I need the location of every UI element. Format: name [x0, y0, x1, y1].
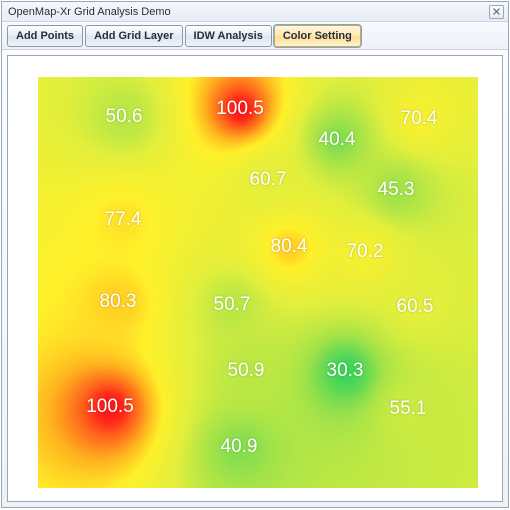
add-grid-layer-button[interactable]: Add Grid Layer: [85, 25, 182, 47]
value-label: 77.4: [105, 209, 142, 231]
toolbar: Add Points Add Grid Layer IDW Analysis C…: [2, 22, 508, 50]
idw-analysis-button[interactable]: IDW Analysis: [185, 25, 272, 47]
value-label: 50.6: [106, 106, 143, 128]
value-labels-layer: 50.6 100.5 40.4 70.4 60.7 45.3 77.4 80.4 70.2 80.…: [38, 77, 478, 488]
value-label: 40.4: [319, 129, 356, 151]
heatmap-layer: 50.6 100.5 40.4 70.4 60.7 45.3 77.4 80.4 70.2 80.…: [38, 77, 478, 488]
value-label: 40.9: [221, 436, 258, 458]
value-label: 80.4: [271, 236, 308, 258]
value-label: 80.3: [100, 291, 137, 313]
titlebar: OpenMap-Xr Grid Analysis Demo: [2, 2, 508, 22]
close-icon: [493, 8, 500, 15]
value-label: 60.7: [250, 169, 287, 191]
value-label: 50.7: [214, 294, 251, 316]
app-window: OpenMap-Xr Grid Analysis Demo Add Points…: [1, 1, 509, 508]
value-label: 60.5: [397, 296, 434, 318]
value-label: 70.2: [347, 241, 384, 263]
value-label: 100.5: [86, 396, 134, 418]
value-label: 55.1: [390, 398, 427, 420]
map-viewport[interactable]: 50.6 100.5 40.4 70.4 60.7 45.3 77.4 80.4 70.2 80.…: [7, 55, 503, 502]
value-label: 50.9: [228, 360, 265, 382]
value-label: 100.5: [216, 98, 264, 120]
value-label: 70.4: [401, 108, 438, 130]
color-setting-button[interactable]: Color Setting: [274, 25, 361, 47]
window-title: OpenMap-Xr Grid Analysis Demo: [8, 6, 489, 18]
add-points-button[interactable]: Add Points: [7, 25, 83, 47]
value-label: 30.3: [327, 360, 364, 382]
value-label: 45.3: [378, 179, 415, 201]
close-button[interactable]: [489, 5, 504, 19]
